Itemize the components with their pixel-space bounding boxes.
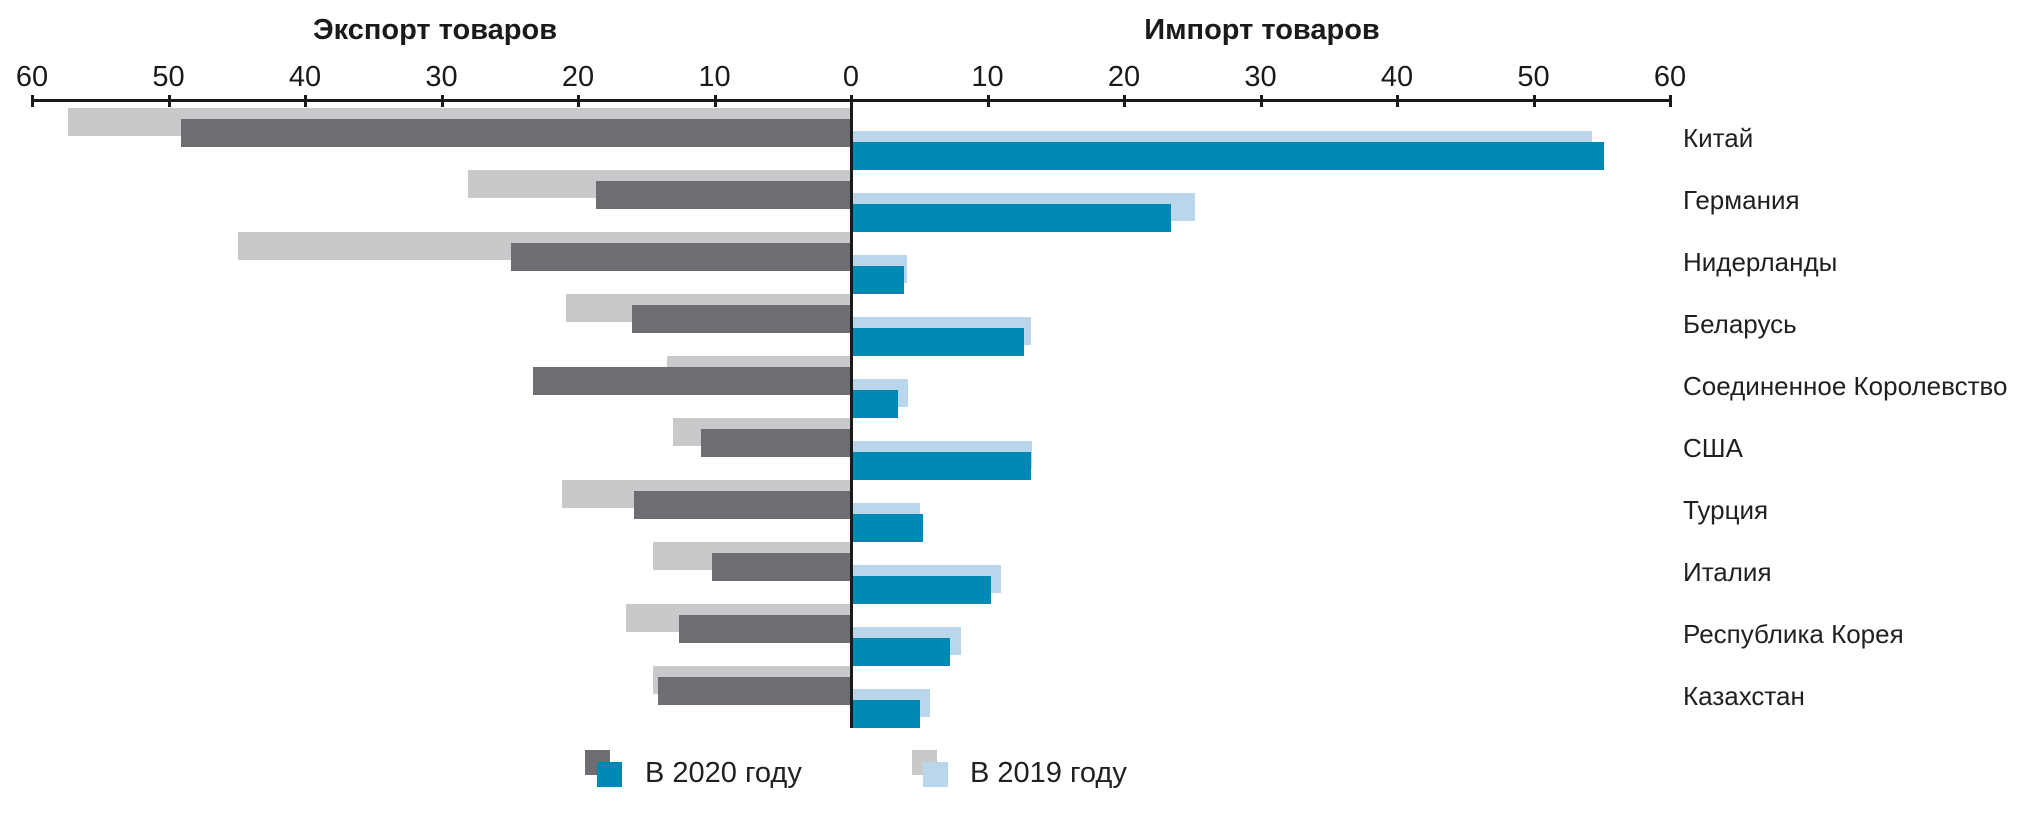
export-title: Экспорт товаров (312, 14, 558, 46)
axis-tick-label: 60 (1653, 61, 1687, 93)
legend-swatch-import-2019 (923, 762, 948, 787)
bar-import-2020 (852, 700, 921, 728)
axis-tick (1396, 95, 1399, 107)
axis-tick-label: 10 (698, 61, 731, 93)
import-title: Импорт товаров (1144, 14, 1380, 46)
bar-import-2020 (852, 142, 1605, 170)
legend-swatch-import-2020 (597, 762, 622, 787)
bar-export-2020 (634, 491, 850, 519)
country-label: США (1683, 432, 1743, 463)
axis-tick-label: 40 (288, 61, 322, 93)
bar-import-2020 (852, 638, 951, 666)
axis-tick (304, 95, 307, 107)
bar-export-2020 (533, 367, 850, 395)
axis-tick (1669, 95, 1672, 107)
axis-tick (1259, 95, 1263, 107)
bar-export-2020 (657, 677, 850, 705)
bar-import-2020 (852, 266, 904, 294)
country-label: Нидерланды (1683, 246, 1838, 277)
bar-import-2020 (852, 576, 992, 604)
country-label: Беларусь (1683, 308, 1797, 339)
bar-import-2020 (852, 452, 1031, 480)
axis-tick (1123, 95, 1126, 107)
country-label: Республика Корея (1683, 618, 1904, 649)
zero-baseline (850, 99, 853, 728)
country-label: Соединенное Королевство (1683, 370, 2008, 401)
bar-import-2020 (852, 204, 1172, 232)
bar-export-2020 (181, 119, 850, 147)
axis-tick (440, 95, 444, 107)
country-label: Китай (1683, 122, 1754, 153)
axis-tick-label: 50 (152, 61, 185, 93)
axis-tick-label: 50 (1517, 61, 1550, 93)
country-label: Германия (1683, 184, 1800, 215)
bar-export-2020 (712, 553, 850, 581)
axis-tick-label: 30 (425, 61, 458, 93)
bar-export-2020 (511, 243, 850, 271)
axis-tick-label: 20 (1107, 61, 1141, 93)
axis-tick (986, 95, 990, 107)
axis-tick (1532, 95, 1536, 107)
axis-tick (577, 95, 580, 107)
bar-import-2020 (852, 390, 899, 418)
axis-tick-label: 20 (561, 61, 595, 93)
bar-export-2020 (679, 615, 850, 643)
axis-tick-label: 60 (15, 61, 49, 93)
bar-export-2020 (596, 181, 850, 209)
axis-tick-label: 40 (1380, 61, 1414, 93)
country-label: Италия (1683, 556, 1772, 587)
country-label: Турция (1683, 494, 1769, 525)
axis-tick (31, 95, 34, 107)
bar-export-2020 (701, 429, 850, 457)
axis-tick (713, 95, 717, 107)
legend-label-2019: В 2019 году (970, 757, 1127, 789)
bar-import-2020 (852, 328, 1024, 356)
axis-tick (167, 95, 171, 107)
axis-tick-label: 0 (842, 61, 860, 93)
axis-tick-label: 30 (1244, 61, 1277, 93)
country-label: Казахстан (1683, 680, 1805, 711)
axis-tick-label: 10 (971, 61, 1004, 93)
bar-export-2020 (631, 305, 850, 333)
bar-import-2020 (852, 514, 923, 542)
legend-label-2020: В 2020 году (645, 757, 802, 789)
